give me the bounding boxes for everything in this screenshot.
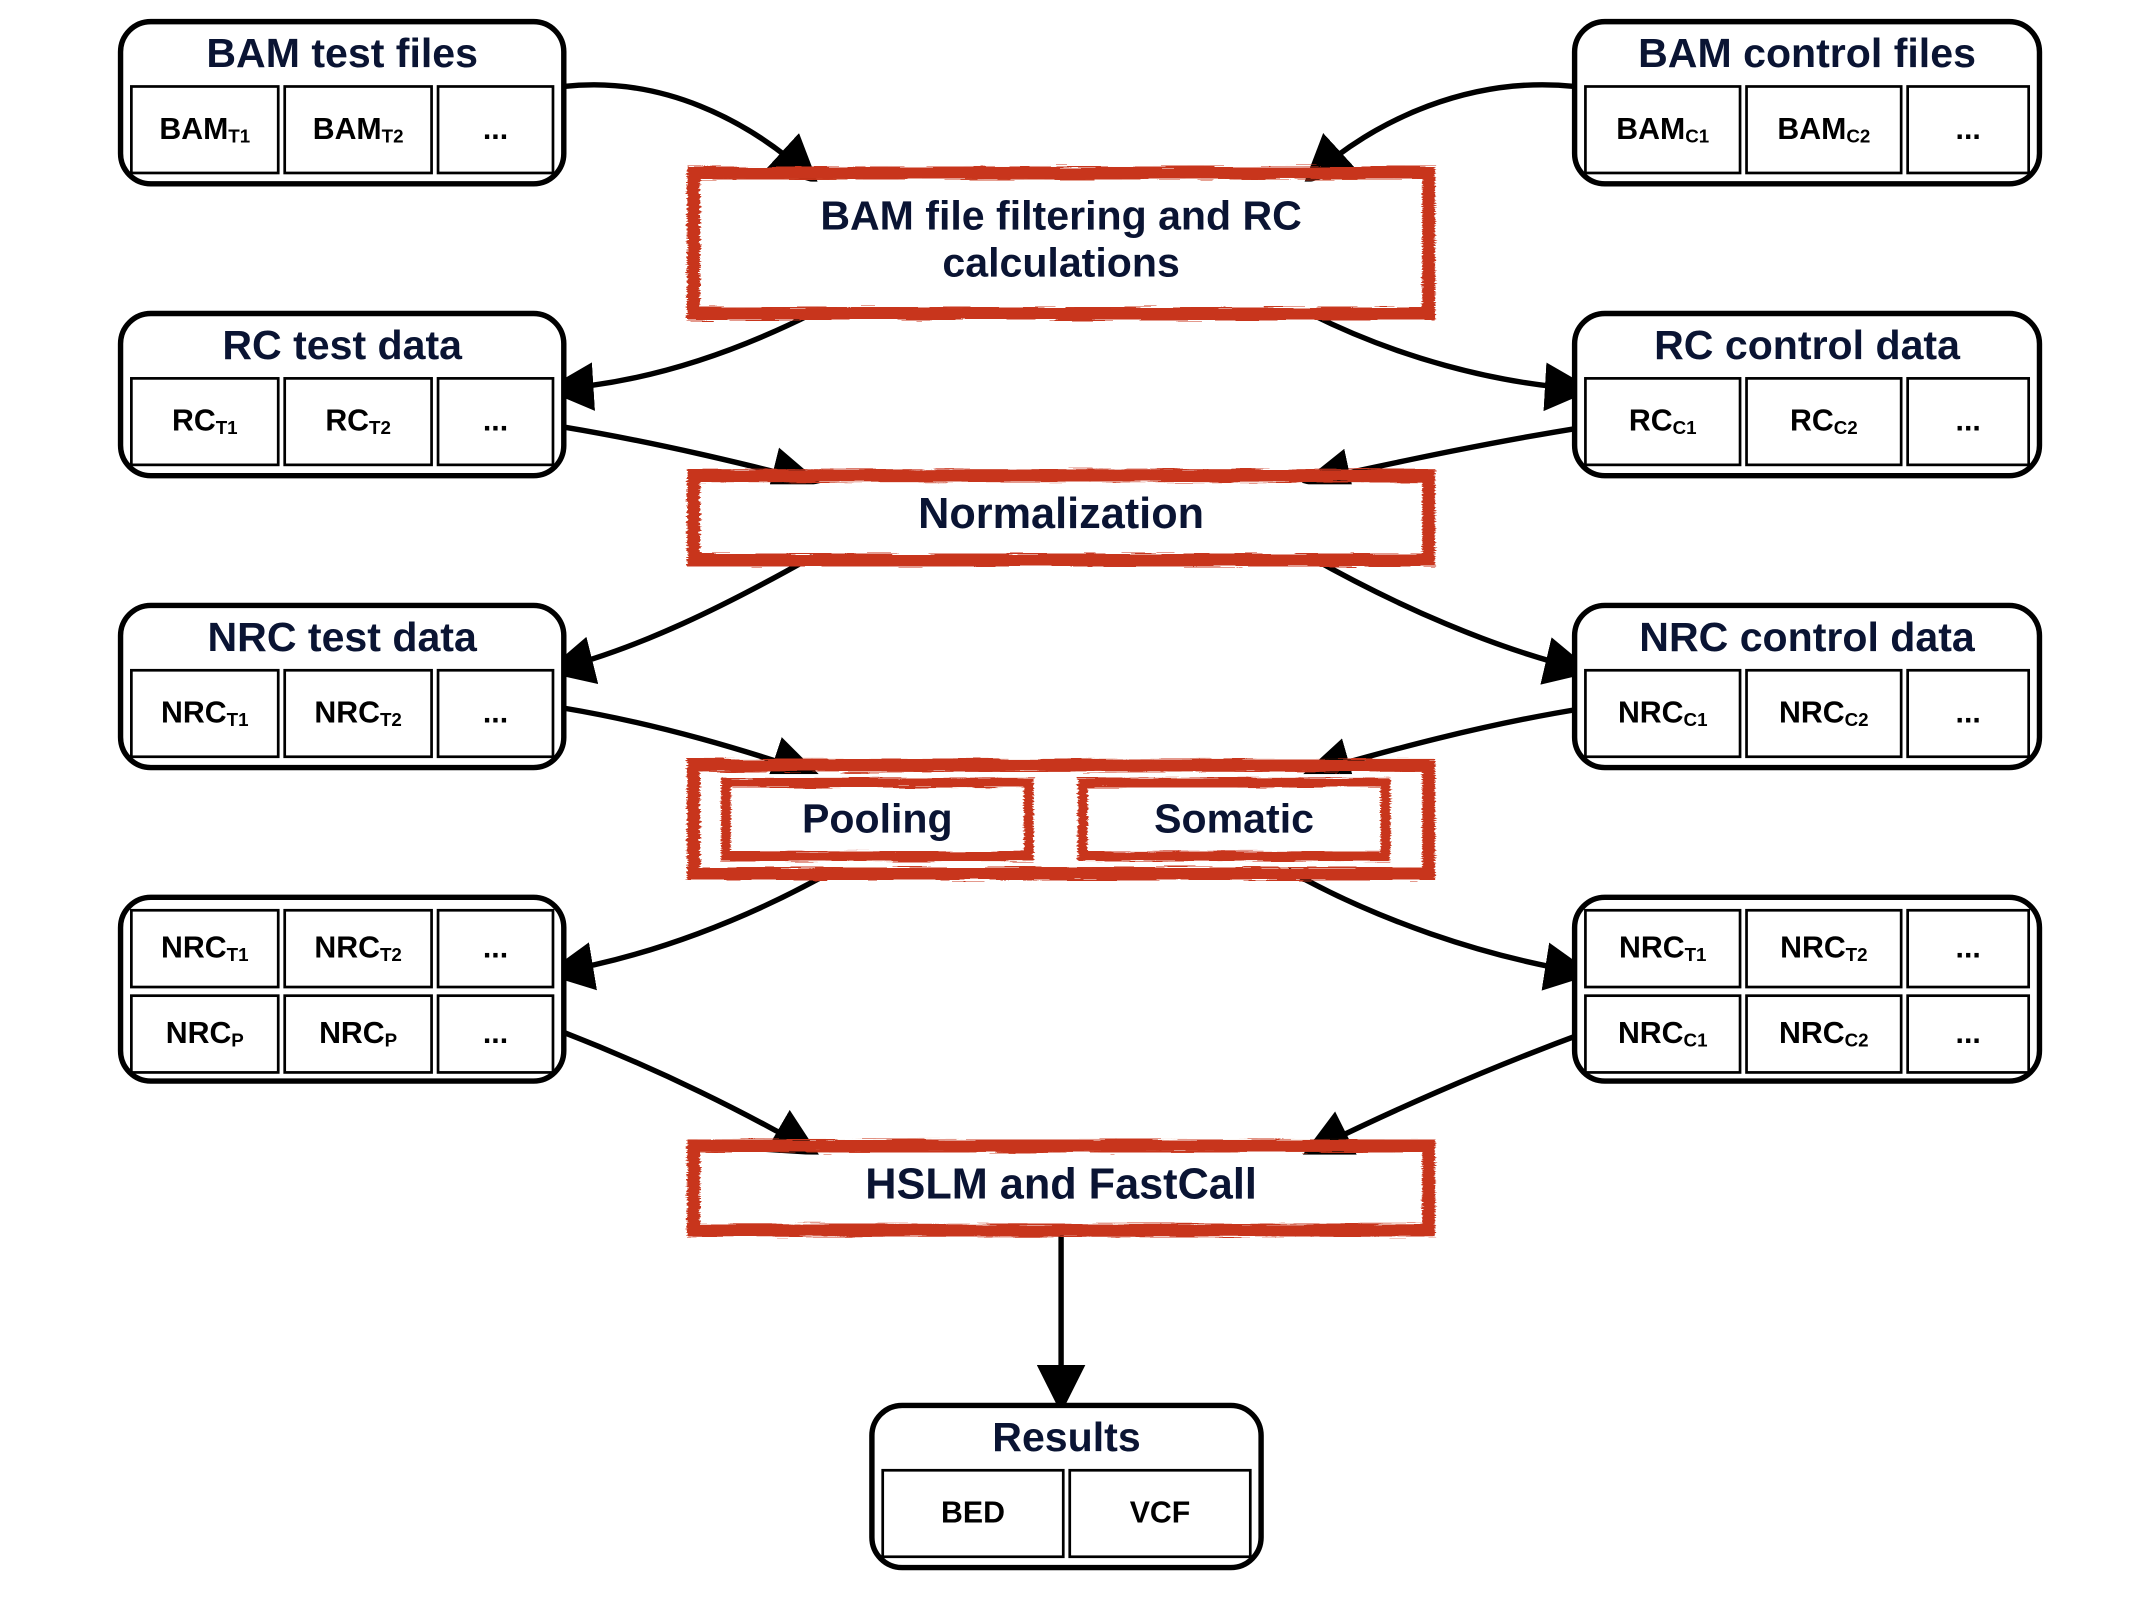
svg-text:...: ... — [1956, 405, 1981, 438]
svg-text:...: ... — [483, 1017, 508, 1050]
svg-text:BAM file filtering and RC: BAM file filtering and RC — [820, 192, 1302, 238]
arrow-3 — [1310, 314, 1586, 390]
svg-text:VCF: VCF — [1130, 1497, 1191, 1530]
svg-text:...: ... — [1956, 932, 1981, 965]
arrow-12 — [564, 1032, 813, 1151]
svg-text:...: ... — [483, 932, 508, 965]
node-rc-control: RC control dataRCC1RCC2... — [1575, 314, 2040, 476]
proc-filter: BAM file filtering and RCcalculations — [694, 173, 1429, 314]
node-nrc-test: NRC test dataNRCT1NRCT2... — [121, 605, 564, 767]
svg-text:...: ... — [1956, 113, 1981, 146]
node-bam-test-title: BAM test files — [206, 30, 478, 76]
proc-normalization: Normalization — [694, 476, 1429, 560]
node-nrc-control-title: NRC control data — [1639, 614, 1976, 660]
arrow-13 — [1310, 1032, 1586, 1151]
node-pooling-left: NRCT1NRCT2...NRCPNRCP... — [121, 897, 564, 1081]
svg-text:...: ... — [483, 113, 508, 146]
node-bam-control-title: BAM control files — [1638, 30, 1976, 76]
arrow-6 — [553, 557, 812, 671]
proc-pooling-somatic: Pooling Somatic — [694, 765, 1429, 873]
svg-text:Normalization: Normalization — [918, 490, 1204, 538]
svg-text:...: ... — [483, 697, 508, 730]
node-nrc-control: NRC control dataNRCC1NRCC2... — [1575, 605, 2040, 767]
svg-text:...: ... — [1956, 697, 1981, 730]
svg-text:BED: BED — [941, 1497, 1005, 1530]
node-rc-test-title: RC test data — [222, 322, 463, 368]
svg-text:HSLM and FastCall: HSLM and FastCall — [865, 1160, 1257, 1208]
node-somatic-right: NRCT1NRCT2...NRCC1NRCC2... — [1575, 897, 2040, 1081]
proc-pooling-somatic-inner-0: Pooling — [802, 795, 953, 841]
node-nrc-test-title: NRC test data — [208, 614, 478, 660]
svg-text:calculations: calculations — [942, 240, 1179, 286]
node-bam-test: BAM test filesBAMT1BAMT2... — [121, 22, 564, 184]
node-bam-control: BAM control filesBAMC1BAMC2... — [1575, 22, 2040, 184]
svg-text:...: ... — [483, 405, 508, 438]
proc-pooling-somatic-inner-1: Somatic — [1154, 795, 1314, 841]
svg-text:...: ... — [1956, 1017, 1981, 1050]
arrow-10 — [553, 870, 834, 973]
arrow-1 — [1310, 85, 1575, 179]
arrow-11 — [1288, 870, 1585, 973]
node-rc-control-title: RC control data — [1654, 322, 1961, 368]
proc-hslm-fastcall: HSLM and FastCall — [694, 1146, 1429, 1230]
arrow-7 — [1310, 557, 1586, 671]
node-results: Results BED VCF — [872, 1405, 1261, 1567]
node-rc-test: RC test dataRCT1RCT2... — [121, 314, 564, 476]
arrow-0 — [564, 85, 813, 179]
node-results-title: Results — [992, 1414, 1140, 1460]
arrow-2 — [553, 314, 812, 390]
